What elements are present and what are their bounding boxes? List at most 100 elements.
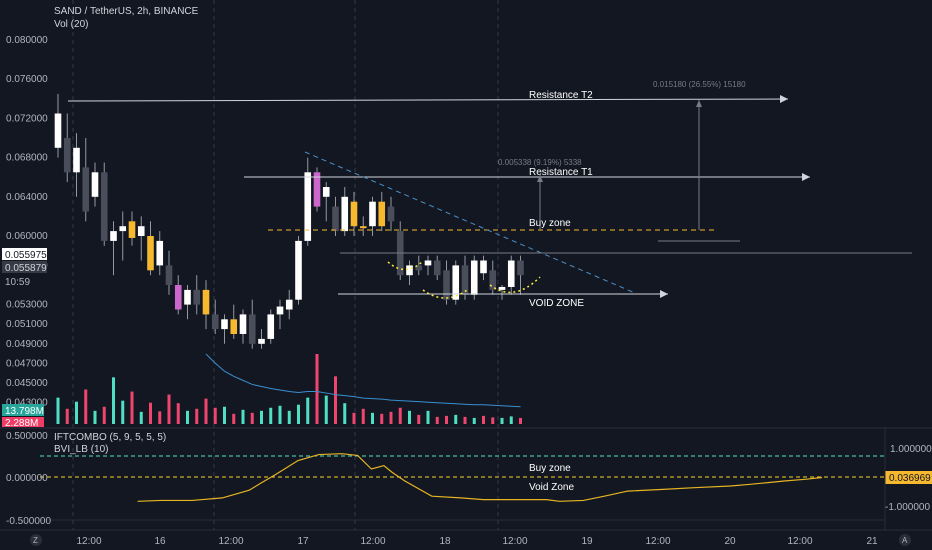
candle-body [73,147,80,173]
volume-bar [93,410,97,424]
resistance-t2-line[interactable] [67,98,789,102]
time-tick-label: 19 [581,536,593,547]
bottom-arc-3 [489,276,541,294]
candle-body [350,201,358,227]
candle-body [452,265,460,300]
candle-body [285,299,293,310]
time-tick-label: 12:00 [218,536,243,547]
volume-bar [75,401,78,424]
price-tick-label: 0.068000 [6,153,48,164]
candle-body [322,187,330,197]
candle-body [193,289,201,305]
measure-t2-label: 0.015180 (26.55%) 15180 [653,80,746,89]
candle-body [470,260,478,295]
time-tick-label: 16 [154,536,166,547]
volume-bar [306,397,310,424]
volume-bar [417,414,421,424]
volume-bar [426,410,430,424]
volume-bar [112,377,115,424]
candle-body [230,319,238,334]
volume-bar [158,411,162,424]
volume-bar [509,416,513,424]
candle-body [304,172,312,241]
volume-bar [65,408,69,424]
candle-body [387,206,395,222]
price-tick-label: 0.051000 [6,319,48,330]
cursor-tag-text: 0.055879 [5,263,47,274]
measure-t1-label: 0.005338 (9.19%) 5338 [498,158,582,167]
volume-bar [139,411,143,424]
candle-body [119,226,127,232]
candle-body [295,240,302,300]
volume-bar [250,412,254,424]
candle-body [100,172,108,241]
indicator-axis[interactable]: 0.500000 0.000000 -0.500000 1.000000 -1.… [6,431,932,527]
drawing-layer[interactable]: Resistance T2 Resistance T1 Buy zone VOI… [67,80,912,309]
volume-bar [186,410,189,424]
candle-body [480,260,487,274]
volume-bar [121,400,125,424]
volume-bar [435,416,439,424]
resistance-t1-arrowhead [802,173,810,181]
volume-bar [315,354,319,424]
osc-tick-top: 0.500000 [6,431,48,442]
auto-scale-button[interactable] [899,534,911,546]
candle-body [221,319,228,330]
candle-body [82,167,90,212]
trendline-dashed[interactable] [304,151,636,294]
candle-body [63,138,71,173]
candle-body [517,260,524,276]
candle-body [276,306,284,315]
candle-body [258,338,265,344]
zoom-button[interactable] [30,534,42,546]
candle-body [498,286,506,290]
time-tick-label: 12:00 [787,536,812,547]
candle-body [165,265,173,285]
volume-bar [408,410,411,424]
price-tick-label: 0.060000 [6,231,48,242]
volume-bar [269,407,273,424]
candle-body [128,221,136,238]
volume-bar [454,414,458,424]
candle-body [461,265,469,295]
price-tick-label: 0.072000 [6,113,48,124]
measure-t1-arrowhead [537,175,543,182]
candle-body [54,113,62,148]
volume-bar [371,412,374,424]
volume-bar [334,376,337,424]
candle-body [202,289,210,315]
volume-bar [398,407,402,424]
indicator-title: IFTCOMBO (5, 9, 5, 5, 5) [54,432,167,443]
time-tick-label: 18 [439,536,451,547]
volume-bar [380,413,384,424]
candle-body [211,314,219,330]
price-tick-label: 0.064000 [6,192,48,203]
volume-legend: Vol (20) [54,19,89,30]
time-axis[interactable]: 12:00 16 12:00 17 12:00 18 12:00 19 12:00 20 12:00… [0,529,932,547]
volume-bar [213,407,217,424]
price-tick-label: 0.076000 [6,74,48,85]
resistance-t1-label: Resistance T1 [529,167,593,178]
volume-bar [260,410,263,424]
time-tick-label: 20 [724,536,736,547]
volume-bar [241,409,245,424]
volume-bar [445,415,448,424]
candle-body [248,314,256,344]
resistance-t2-arrowhead [780,95,788,103]
price-tick-label: 0.043000 [6,398,48,409]
indicator-pane: Buy zone Void Zone [40,453,885,521]
measure-t2-arrowhead [696,100,702,107]
volume-bar [491,417,495,424]
volume-bar [204,398,208,424]
chart-title: SAND / TetherUS, 2h, BINANCE [54,6,199,17]
countdown-tag-text: 10:59 [5,277,30,288]
volume-bar [519,417,522,424]
time-tick-label: 12:00 [76,536,101,547]
volume-bar [56,397,60,424]
candle-body [424,260,432,266]
volume-bar [278,405,282,424]
volume-bar [361,408,365,424]
candle-body [406,265,413,276]
volume-bar [472,417,476,424]
